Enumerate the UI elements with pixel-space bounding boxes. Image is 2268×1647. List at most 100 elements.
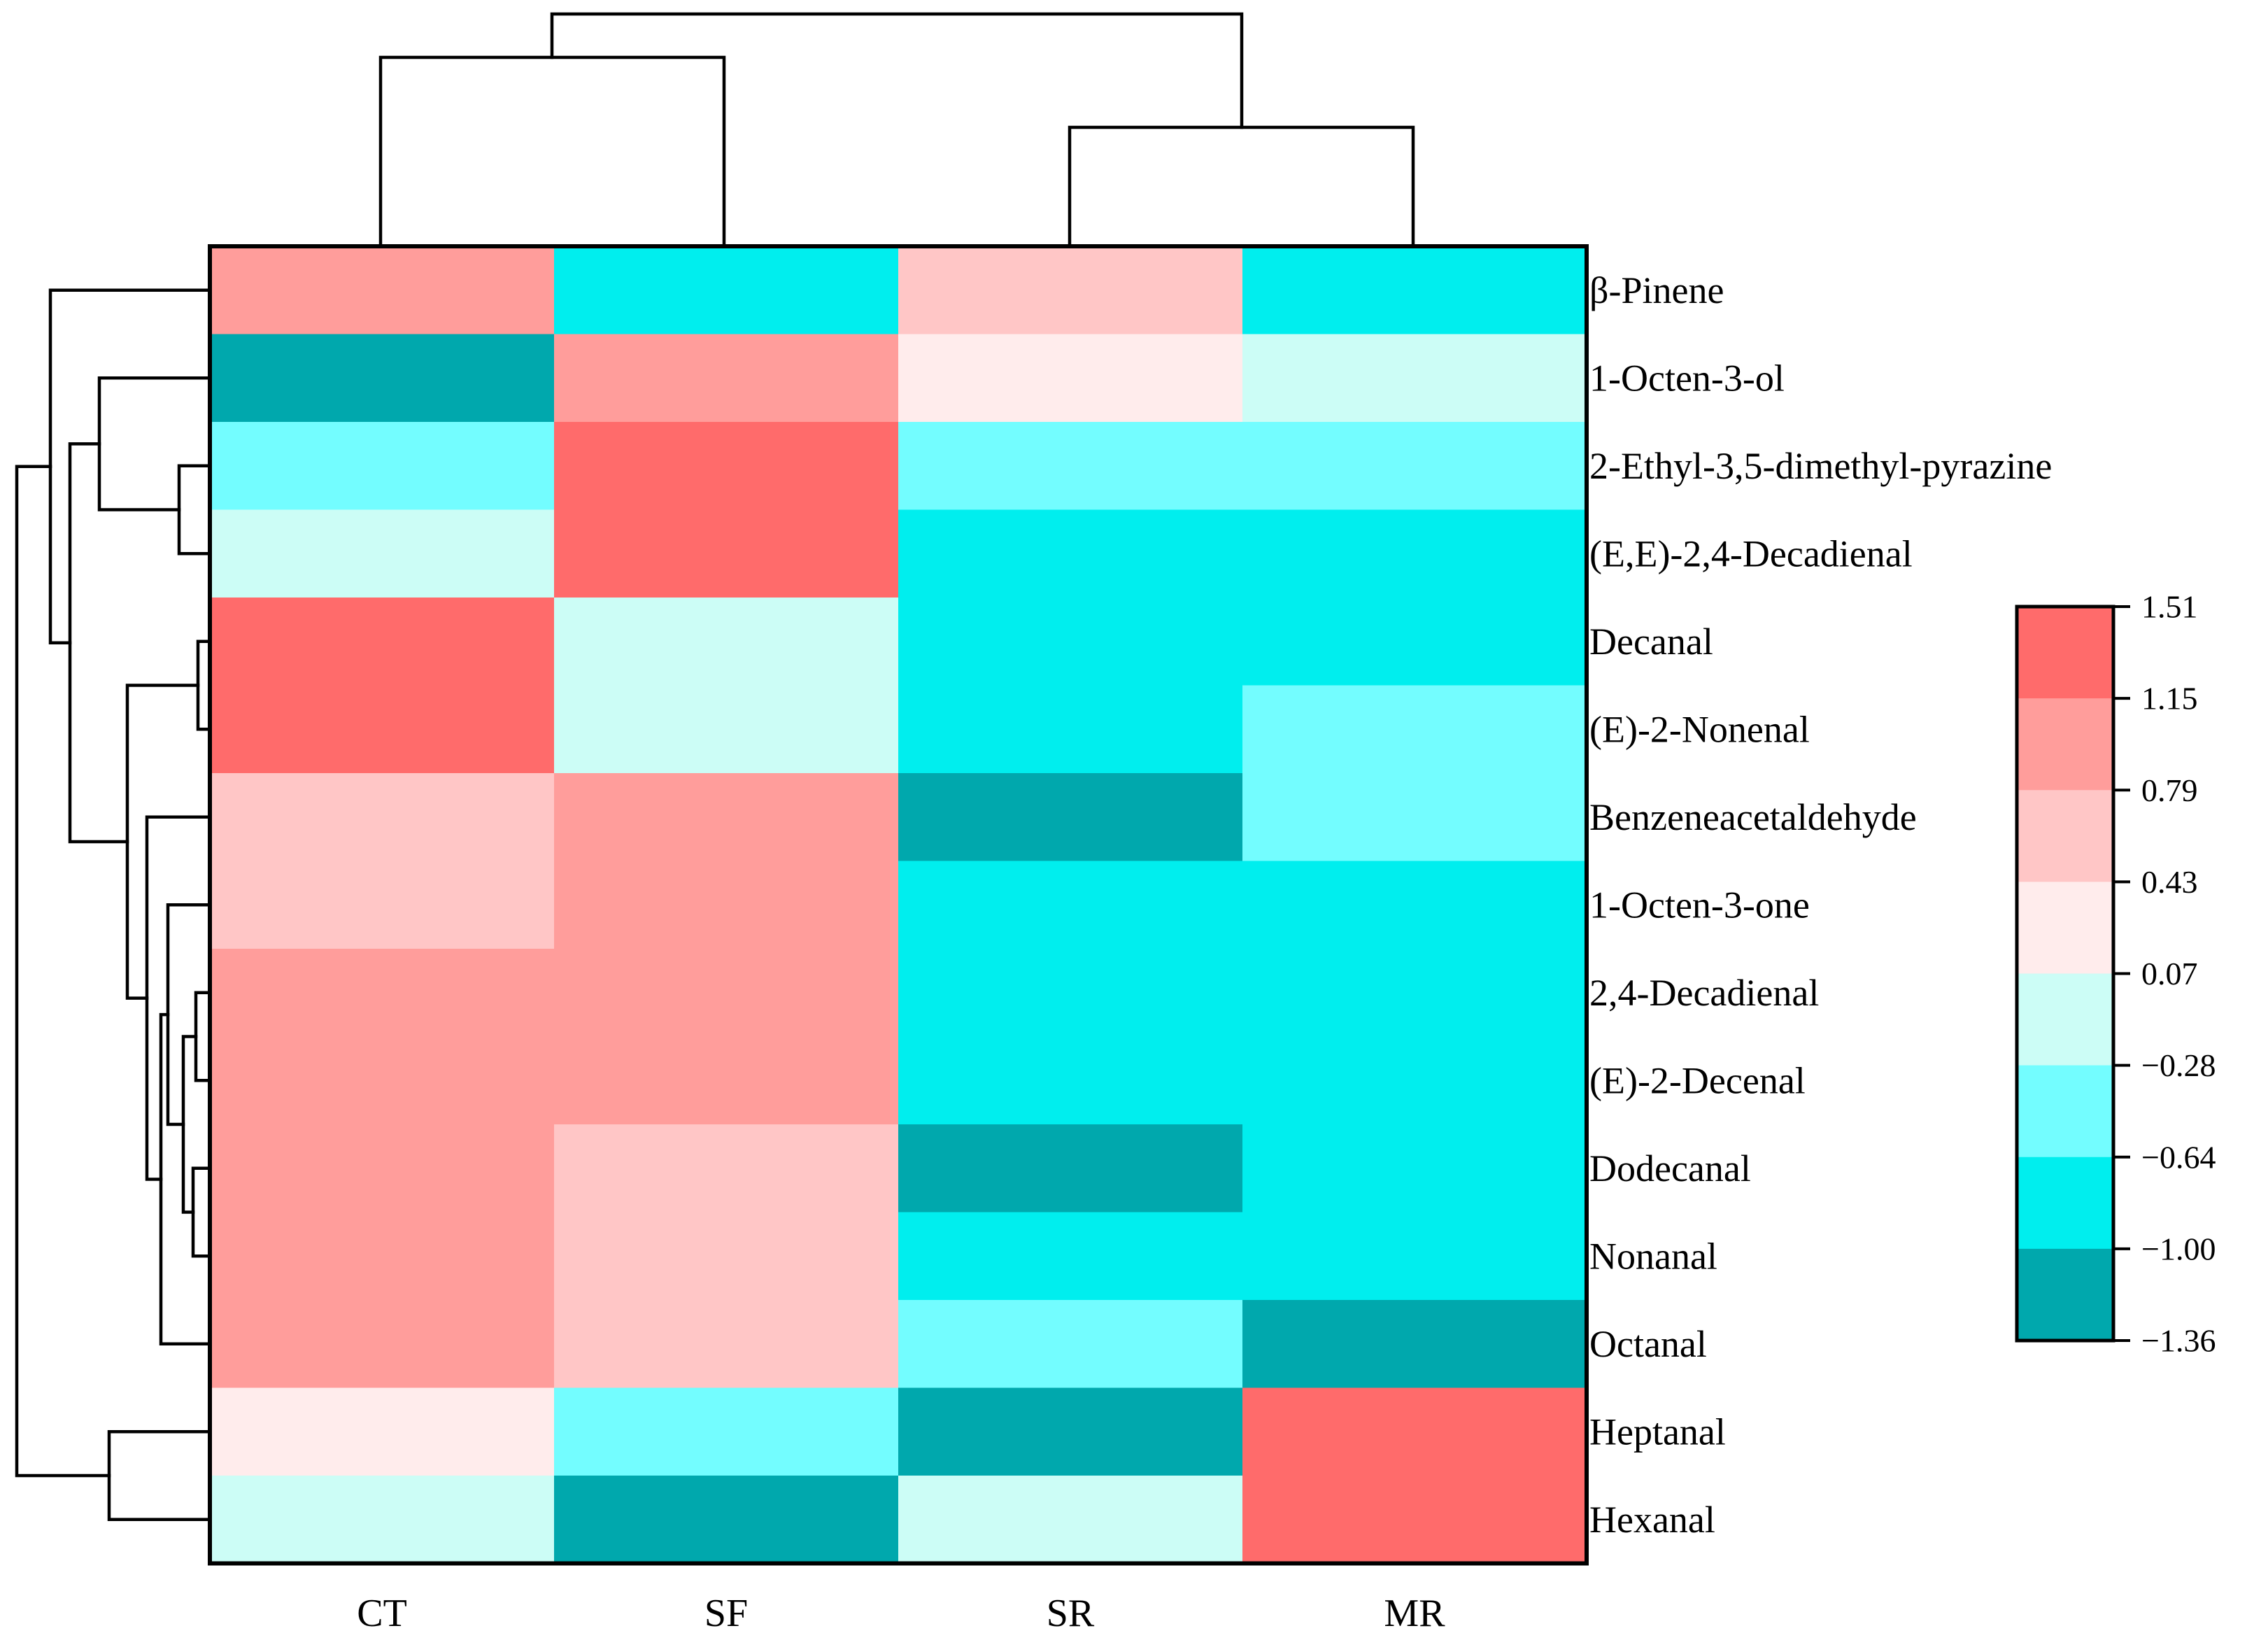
colorbar: 1.51 1.15 0.79 0.43 0.07 −0.28 −0.64 −1.00 −1.36 [2015, 589, 2216, 1359]
colorbar-swatch [2017, 973, 2113, 1066]
heatmap-cell [898, 598, 1243, 686]
dendrogram-branch [107, 1430, 212, 1521]
colorbar-tick-label: 0.07 [2141, 956, 2198, 991]
heatmap-cell [554, 1476, 899, 1564]
heatmap-cell [210, 685, 555, 774]
heatmap-cell [210, 1212, 555, 1301]
heatmap-cell [1242, 598, 1587, 686]
row-label: (E)-2-Nonenal [1589, 708, 1810, 750]
row-label: 1-Octen-3-ol [1589, 357, 1785, 399]
heatmap-cell [210, 422, 555, 511]
colorbar-tick-label: 1.51 [2141, 589, 2198, 625]
row-dendrogram [15, 288, 212, 1521]
colorbar-tick-label: −0.28 [2141, 1047, 2216, 1083]
heatmap-cell [1242, 246, 1587, 335]
heatmap-cell [898, 334, 1243, 423]
row-label: Dodecanal [1589, 1147, 1751, 1189]
column-label: SF [704, 1592, 748, 1635]
heatmap-cell [898, 1124, 1243, 1213]
row-label: Nonanal [1589, 1235, 1717, 1277]
colorbar-tick-label: −0.64 [2141, 1139, 2216, 1175]
heatmap-cell [898, 1036, 1243, 1125]
row-label: 2,4-Decadienal [1589, 972, 1819, 1014]
dendrogram-branch [378, 55, 726, 248]
heatmap-cell [1242, 1212, 1587, 1301]
colorbar-swatch [2017, 882, 2113, 975]
heatmap-cell [554, 861, 899, 949]
heatmap-cell [554, 685, 899, 774]
heatmap-cell [210, 509, 555, 598]
dendrogram-branch [191, 1166, 212, 1258]
heatmap-cell [210, 1036, 555, 1125]
dendrogram-branch [1068, 125, 1415, 248]
heatmap-cell [1242, 1036, 1587, 1125]
heatmap-cell [554, 1387, 899, 1476]
heatmap-cell [210, 861, 555, 949]
heatmap-cell [554, 422, 899, 511]
heatmap-cell [1242, 1387, 1587, 1476]
heatmap-cell [554, 773, 899, 862]
heatmap-cell [210, 598, 555, 686]
row-label: 1-Octen-3-one [1589, 884, 1810, 926]
row-label: Heptanal [1589, 1411, 1726, 1452]
heatmap-cell [210, 949, 555, 1038]
heatmap-cell [898, 246, 1243, 335]
heatmap-cell [554, 1036, 899, 1125]
heatmap-cell [1242, 1476, 1587, 1564]
heatmap-cell [210, 1124, 555, 1213]
heatmap-cell [898, 509, 1243, 598]
heatmap-cell [1242, 1124, 1587, 1213]
row-label: (E)-2-Decenal [1589, 1059, 1806, 1101]
heatmap-cell [898, 773, 1243, 862]
heatmap-cell [898, 1387, 1243, 1476]
column-labels: CT SF SR MR [357, 1592, 1445, 1635]
heatmap-cells [210, 246, 1587, 1564]
row-label: Benzeneacetaldehyde [1589, 796, 1917, 838]
column-label: MR [1384, 1592, 1445, 1635]
dendrogram-branch [97, 376, 212, 511]
dendrogram-branch [125, 684, 200, 1000]
heatmap-cell [554, 598, 899, 686]
heatmap-cell [210, 1300, 555, 1389]
colorbar-tick-label: 0.43 [2141, 864, 2198, 900]
dendrogram-branch [15, 465, 111, 1478]
heatmap-cell [1242, 949, 1587, 1038]
colorbar-swatch [2017, 1157, 2113, 1250]
heatmap-cell [898, 685, 1243, 774]
dendrogram-branch [550, 12, 1244, 129]
colorbar-swatch [2017, 698, 2113, 791]
row-labels: β-Pinene 1-Octen-3-ol 2-Ethyl-3,5-dimethyl… [1589, 269, 2052, 1541]
heatmap-cell [554, 509, 899, 598]
heatmap-cell [554, 1300, 899, 1389]
colorbar-tick-label: −1.36 [2141, 1323, 2216, 1359]
heatmap-cell [1242, 685, 1587, 774]
heatmap-cell [210, 334, 555, 423]
heatmap-cell [1242, 773, 1587, 862]
heatmap-cell [554, 334, 899, 423]
colorbar-swatch [2017, 607, 2113, 699]
colorbar-tick-label: 0.79 [2141, 772, 2198, 808]
column-label: CT [357, 1592, 407, 1635]
row-label: Octanal [1589, 1323, 1707, 1365]
heatmap-cell [1242, 334, 1587, 423]
heatmap-cell [898, 1300, 1243, 1389]
heatmap-cell [554, 949, 899, 1038]
heatmap-cell [210, 1387, 555, 1476]
colorbar-swatch [2017, 1248, 2113, 1341]
heatmap-cell [898, 1212, 1243, 1301]
heatmap-cell [210, 246, 555, 335]
heatmap-cell [554, 1212, 899, 1301]
colorbar-tick-label: −1.00 [2141, 1231, 2216, 1266]
row-label: β-Pinene [1589, 269, 1724, 311]
dendrogram-branch [177, 464, 212, 556]
row-label: (E,E)-2,4-Decadienal [1589, 532, 1913, 574]
row-label: Decanal [1589, 621, 1713, 663]
column-dendrogram [378, 12, 1415, 248]
heatmap-cell [554, 246, 899, 335]
heatmap-cell [898, 1476, 1243, 1564]
column-label: SR [1047, 1592, 1095, 1635]
heatmap-cell [1242, 509, 1587, 598]
row-label: Hexanal [1589, 1499, 1715, 1541]
row-label: 2-Ethyl-3,5-dimethyl-pyrazine [1589, 445, 2052, 487]
